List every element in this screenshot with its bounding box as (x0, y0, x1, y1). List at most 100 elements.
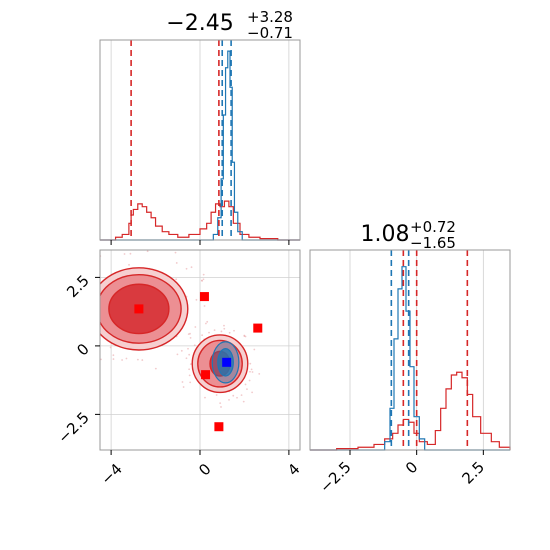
scatter-dot (112, 358, 115, 360)
scatter-dot (81, 305, 83, 307)
scatter-dot (193, 344, 196, 347)
scatter-dot (130, 245, 132, 247)
scatter-dot (258, 373, 261, 375)
hist-param-2-title-value: 1.08 (361, 222, 410, 247)
scatter-dot (215, 394, 218, 396)
scatter-dot (100, 358, 102, 361)
scatter-dot (189, 332, 191, 335)
scatter-dot (96, 308, 98, 310)
scatter-dot (240, 394, 243, 397)
scatter-dot (213, 329, 216, 332)
scatter-dot (243, 335, 246, 338)
scatter-dot (220, 330, 223, 333)
hist-param-2-frame (309, 249, 511, 451)
scatter-dot (123, 253, 126, 255)
scatter-dot (250, 368, 253, 371)
scatter-dot (189, 336, 192, 339)
scatter-dot (146, 250, 149, 253)
x-tick-label-0: −2.5 (316, 458, 354, 496)
scatter-dot (223, 324, 225, 327)
scatter-dot (181, 381, 184, 383)
scatter-dot (68, 323, 70, 325)
scatter-dot (251, 391, 254, 394)
scatter-dot (201, 334, 204, 337)
scatter-dot (185, 357, 188, 360)
scatter-dot (189, 381, 192, 384)
hist-param-1-title-value: −2.45 (166, 11, 233, 36)
scatter-dot (125, 357, 128, 360)
scatter-dot (202, 273, 205, 276)
hist-param-2-panel: 1.08 +0.72 −1.65 −2.5 0 2.5 (309, 218, 511, 497)
hist-series-red (100, 200, 300, 241)
hist-param-1-title-lower: −0.71 (247, 24, 293, 42)
scatter-dot (154, 367, 157, 370)
scatter-dot (97, 302, 99, 304)
red-marker-1 (199, 292, 209, 302)
red-marker-0 (134, 304, 144, 314)
y-tick-label-1: 0 (73, 340, 92, 359)
scatter-dot (208, 331, 210, 334)
red-marker-2 (253, 323, 263, 333)
scatter-dot (236, 396, 238, 399)
hist-param-1-title-upper: +3.28 (247, 8, 293, 26)
scatter-dot (89, 295, 91, 297)
scatter-dot (128, 263, 130, 266)
hist-param-2-title-lower: −1.65 (410, 234, 456, 252)
hist-series-red (310, 371, 511, 451)
x-tick-label-2: 2.5 (458, 458, 488, 488)
scatter-dot (174, 251, 177, 254)
scatter-dot (204, 322, 207, 325)
scatter-dot (202, 278, 205, 281)
scatter-dot (94, 319, 96, 321)
scatter-dot (88, 325, 90, 327)
scatter-dot (194, 326, 197, 328)
x-tick-label-0: −4 (97, 460, 125, 488)
scatter-dot (182, 386, 185, 388)
scatter-dot (94, 330, 96, 332)
scatter-dot (232, 394, 235, 397)
scatter-dot (189, 363, 192, 366)
scatter-dot (143, 248, 145, 250)
scatter-dot (180, 349, 183, 352)
hist-series-blue (310, 266, 510, 451)
scatter-dot (89, 302, 91, 304)
scatter-dot (187, 347, 189, 350)
scatter-dot (176, 353, 179, 356)
scatter-dot (195, 298, 198, 301)
scatter-dot (71, 321, 73, 323)
scatter-dot (204, 396, 206, 399)
scatter-dot (251, 371, 254, 373)
scatter-dot (121, 359, 123, 361)
scatter-dot (190, 266, 193, 269)
scatter-dot (244, 383, 247, 386)
scatter-dot (253, 348, 256, 351)
x-tick-label-2: 4 (284, 460, 303, 479)
scatter-dot (175, 278, 178, 281)
scatter-2d-panel: −4 0 4 −2.5 0 2.5 (54, 245, 304, 488)
y-tick-label-2: 2.5 (63, 271, 93, 301)
hist-param-2-title: 1.08 (361, 222, 410, 247)
scatter-dot (188, 374, 191, 377)
contour-layer (68, 245, 261, 408)
scatter-dot (88, 315, 90, 317)
scatter-dot (88, 291, 90, 293)
scatter-dot (93, 293, 95, 295)
scatter-dot (223, 327, 226, 330)
scatter-dot (109, 346, 112, 349)
hist-param-1-panel: −2.45 +3.28 −0.71 (99, 8, 301, 245)
scatter-dot (96, 330, 98, 332)
scatter-dot (75, 307, 77, 309)
scatter-dot (93, 331, 95, 333)
blue-marker-0 (222, 357, 232, 367)
scatter-dot (206, 320, 209, 323)
scatter-dot (233, 329, 235, 332)
scatter-dot (112, 354, 115, 357)
scatter-dot (246, 388, 248, 391)
scatter-dot (141, 359, 144, 361)
hist-param-1-title: −2.45 (166, 11, 233, 36)
scatter-dot (228, 398, 230, 401)
x-tick-label-1: 0 (195, 460, 214, 479)
red-marker-4 (214, 422, 224, 432)
scatter-dot (219, 402, 222, 404)
